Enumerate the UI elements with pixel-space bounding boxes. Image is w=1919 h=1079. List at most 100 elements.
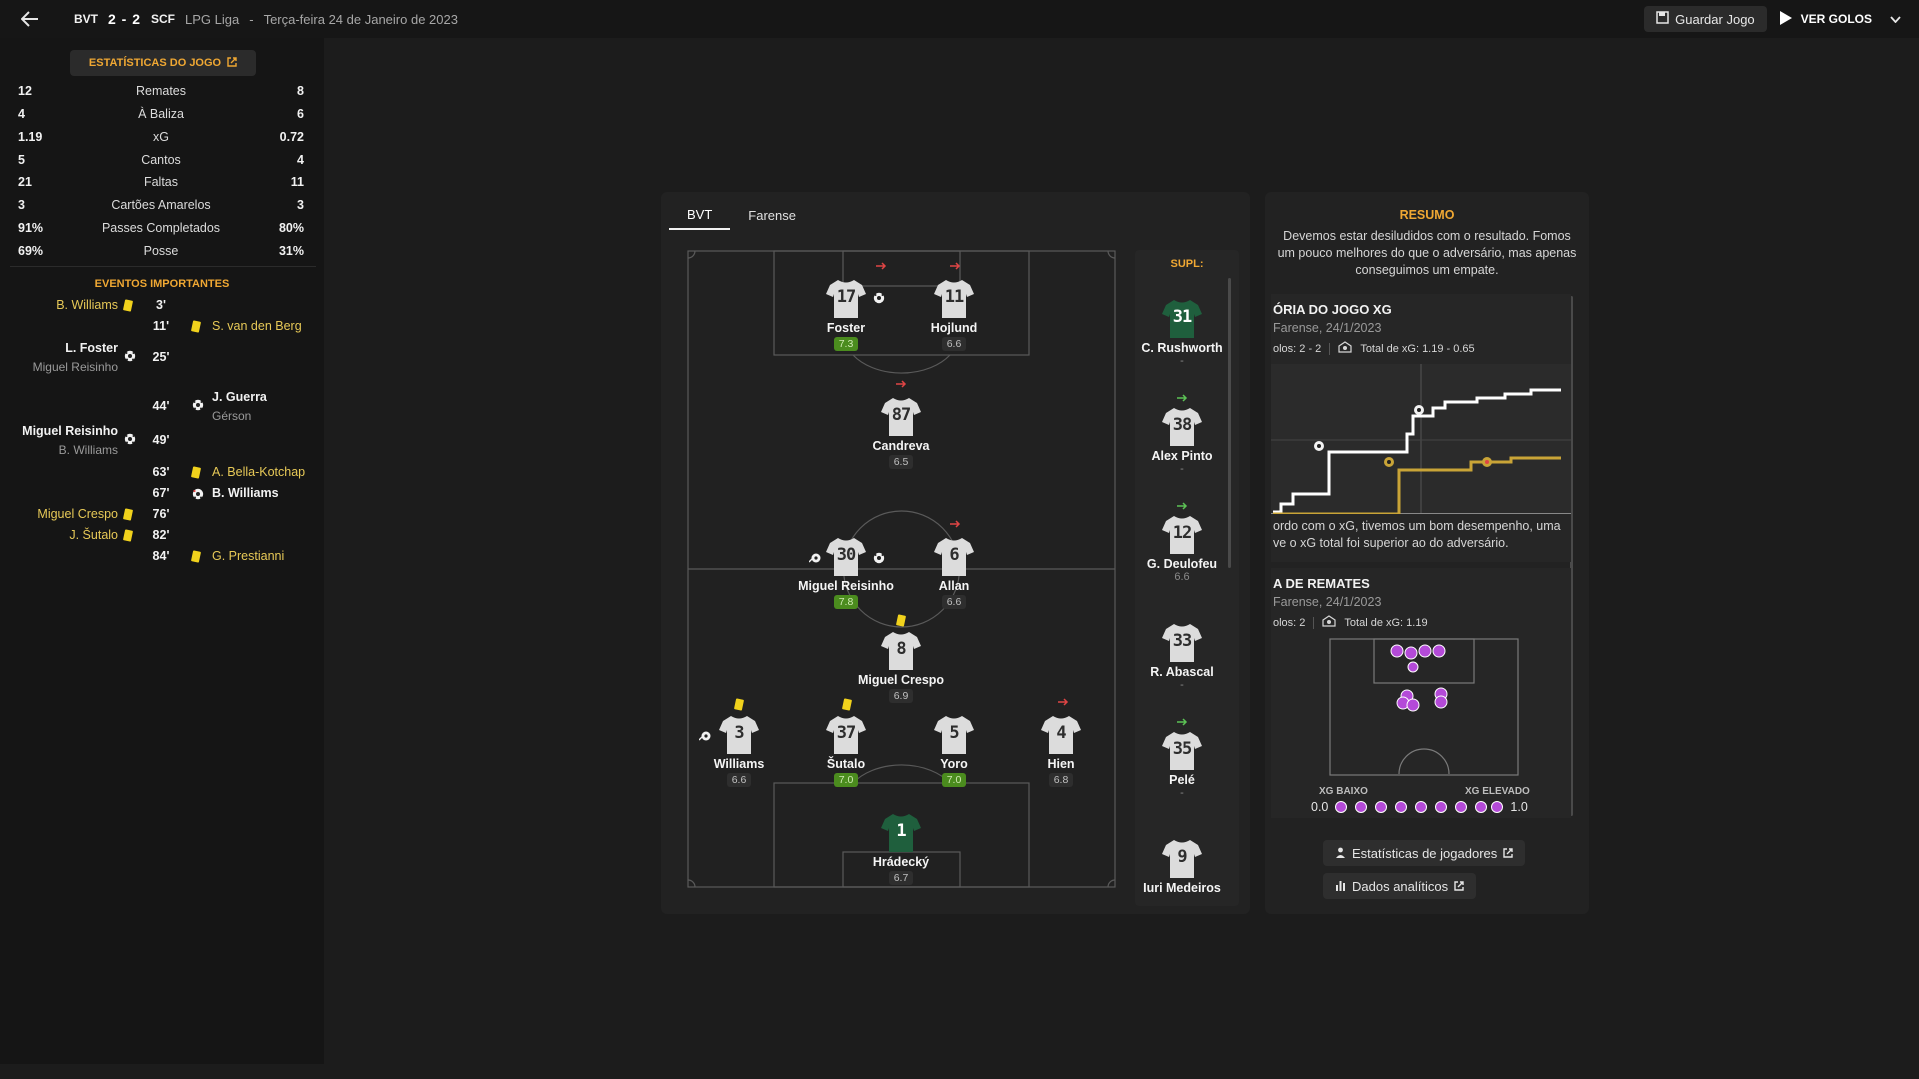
event-row: B. Williams 3' <box>0 298 324 318</box>
summary-text: Devemos estar desiludidos com o resultad… <box>1277 229 1577 277</box>
xg-card-title: ÓRIA DO JOGO XG <box>1273 302 1392 317</box>
player-card[interactable]: 3 Williams 6.6 <box>684 712 794 787</box>
stat-label: Cantos <box>141 153 181 167</box>
substitutes-scrollbar[interactable] <box>1228 278 1231 568</box>
sub-player[interactable]: 38 Alex Pinto - <box>1135 404 1229 475</box>
save-match-button[interactable]: Guardar Jogo <box>1644 6 1767 32</box>
event-row: L. Foster Miguel Reisinho 25' <box>0 341 324 377</box>
sub-player[interactable]: 31 C. Rushworth - <box>1135 296 1229 367</box>
stadium-icon <box>1338 341 1352 356</box>
player-card[interactable]: 11 Hojlund 6.6 <box>899 276 1009 351</box>
stat-row: 12 Remates 8 <box>18 80 304 102</box>
view-goals-button[interactable]: VER GOLOS <box>1779 10 1901 29</box>
player-card[interactable]: 87 Candreva 6.5 <box>846 394 956 469</box>
stat-away: 4 <box>297 153 304 167</box>
tab-home-team[interactable]: BVT <box>669 200 731 230</box>
player-card[interactable]: 8 Miguel Crespo 6.9 <box>846 628 956 703</box>
tab-away-team[interactable]: Farense <box>748 207 796 223</box>
ball-icon <box>124 350 136 365</box>
shirt-number: 5 <box>949 723 959 743</box>
match-stats-button[interactable]: ESTATÍSTICAS DO JOGO <box>70 50 256 76</box>
player-name: Alex Pinto <box>1151 449 1213 463</box>
player-name: Williams <box>713 757 765 771</box>
stat-row: 69% Posse 31% <box>18 240 304 262</box>
shirt-number: 12 <box>1172 523 1192 543</box>
yellow-card-icon <box>895 614 907 629</box>
shirt-number: 87 <box>891 405 911 425</box>
shirt-icon: 38 <box>1160 404 1204 448</box>
event-player: B. Williams <box>56 298 118 312</box>
shots-card-subtitle: Farense, 24/1/2023 <box>1273 595 1382 609</box>
divider <box>10 266 316 267</box>
event-minute: 25' <box>152 350 170 364</box>
event-assist: Gérson <box>212 409 252 423</box>
stat-row: 4 À Baliza 6 <box>18 103 304 125</box>
player-rating: 6.5 <box>888 455 914 469</box>
xg-card-description: ordo com o xG, tivemos um bom desempenho… <box>1273 519 1561 550</box>
yellow-card-icon <box>122 529 134 544</box>
player-rating: - <box>1180 679 1184 691</box>
event-assist: B. Williams <box>58 443 118 457</box>
shirt-number: 17 <box>836 287 856 307</box>
stat-away: 11 <box>290 175 304 189</box>
event-player: J. Šutalo <box>69 528 118 542</box>
sub-player[interactable]: 9 Iuri Medeiros <box>1135 836 1229 895</box>
event-row: 44' J. Guerra Gérson <box>0 390 324 426</box>
event-minute: 63' <box>152 465 170 479</box>
stat-home: 69% <box>18 244 44 258</box>
stat-label: Posse <box>143 244 179 258</box>
shirt-icon: 31 <box>1160 296 1204 340</box>
stat-home: 3 <box>18 198 25 212</box>
sub-player[interactable]: 35 Pelé - <box>1135 728 1229 799</box>
sub-player[interactable]: 33 R. Abascal - <box>1135 620 1229 691</box>
player-card[interactable]: 1 Hrádecký 6.7 <box>846 810 956 885</box>
event-player: L. Foster <box>65 341 118 355</box>
player-rating: 6.6 <box>1174 571 1190 583</box>
stat-home: 4 <box>18 107 25 121</box>
shirt-number: 4 <box>1056 723 1066 743</box>
ball-icon <box>124 433 136 448</box>
player-name: G. Deulofeu <box>1146 557 1218 571</box>
shirt-number: 30 <box>836 545 856 565</box>
shirt-icon: 87 <box>879 394 923 438</box>
stat-home: 91% <box>18 221 44 235</box>
xg-low-label: XG BAIXO <box>1319 786 1368 797</box>
player-card[interactable]: 17 Foster 7.3 <box>791 276 901 351</box>
competition-name: LPG Liga <box>185 11 240 27</box>
summary-title: RESUMO <box>1399 208 1455 222</box>
stat-label: Remates <box>135 84 187 98</box>
player-card[interactable]: 5 Yoro 7.0 <box>899 712 1009 787</box>
back-arrow-icon[interactable] <box>16 5 44 33</box>
play-icon <box>1779 10 1793 29</box>
xg-scale: 0.0 1.0 <box>1311 800 1528 814</box>
analytics-button[interactable]: Dados analíticos <box>1323 873 1477 899</box>
event-player: Miguel Crespo <box>37 507 118 521</box>
player-stats-button[interactable]: Estatísticas de jogadores <box>1323 840 1526 866</box>
shirt-icon: 1 <box>879 810 923 854</box>
xg-timeline-card[interactable]: ÓRIA DO JOGO XG Farense, 24/1/2023 olos:… <box>1271 294 1571 562</box>
summary-panel: RESUMO Devemos estar desiludidos com o r… <box>1265 192 1589 914</box>
shirt-number: 8 <box>896 639 906 659</box>
player-card[interactable]: 6 Allan 6.6 <box>899 534 1009 609</box>
player-card[interactable]: 30 Miguel Reisinho 7.8 <box>791 534 901 609</box>
shot-map-chart <box>1329 638 1519 776</box>
event-row: Miguel Crespo 76' <box>0 507 324 527</box>
shirt-icon: 17 <box>824 276 868 320</box>
sub-player[interactable]: 12 G. Deulofeu 6.6 <box>1135 512 1229 583</box>
event-player: S. van den Berg <box>212 319 302 333</box>
chevron-down-icon[interactable] <box>1890 12 1901 26</box>
xg-card-goals: olos: 2 - 2 <box>1273 342 1322 355</box>
shirt-icon: 12 <box>1160 512 1204 556</box>
event-row: 84' G. Prestianni <box>0 549 324 569</box>
event-player: G. Prestianni <box>212 549 285 563</box>
xg-scale-max: 1.0 <box>1510 800 1528 814</box>
player-name: Hrádecký <box>872 855 930 869</box>
player-card[interactable]: 4 Hien 6.8 <box>1006 712 1116 787</box>
person-icon <box>1335 846 1346 861</box>
sub-in-arrow-icon <box>1176 714 1188 729</box>
shot-map-card[interactable]: A DE REMATES Farense, 24/1/2023 olos: 2 … <box>1271 568 1571 818</box>
shirt-number: 33 <box>1172 631 1192 651</box>
key-events-title: EVENTOS IMPORTANTES <box>94 278 230 290</box>
player-card[interactable]: 37 Šutalo 7.0 <box>791 712 901 787</box>
summary-scrollbar[interactable] <box>1570 296 1573 816</box>
